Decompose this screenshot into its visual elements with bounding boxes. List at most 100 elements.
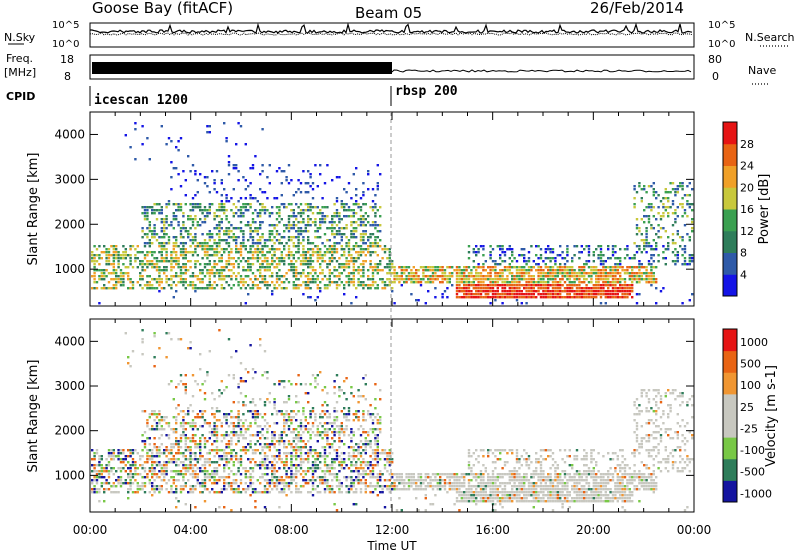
heatmap-cell [568, 287, 571, 290]
heatmap-cell [376, 287, 379, 290]
heatmap-cell [225, 386, 228, 389]
heatmap-cell [326, 470, 329, 473]
heatmap-cell [587, 293, 591, 296]
heatmap-cell [266, 422, 269, 425]
heatmap-cell [105, 254, 108, 257]
heatmap-cell [496, 278, 499, 281]
heatmap-cell [194, 446, 197, 449]
heatmap-cell [527, 293, 531, 296]
heatmap-cell [319, 263, 322, 266]
heatmap-cell [621, 296, 624, 299]
heatmap-cell [491, 266, 495, 269]
heatmap-cell [160, 488, 163, 491]
heatmap-cell [211, 470, 214, 473]
heatmap-cell [275, 470, 279, 473]
heatmap-cell [191, 251, 195, 254]
heatmap-cell [355, 296, 358, 299]
heatmap-cell [304, 452, 307, 455]
heatmap-cell [311, 425, 315, 428]
heatmap-cell [359, 236, 363, 239]
heatmap-cell [273, 434, 276, 437]
heatmap-cell [170, 491, 173, 494]
heatmap-cell [343, 416, 346, 419]
heatmap-cell [249, 224, 252, 227]
heatmap-cell [297, 425, 300, 428]
heatmap-cell [551, 272, 555, 275]
heatmap-cell [259, 461, 262, 464]
heatmap-cell [201, 269, 204, 272]
heatmap-cell [455, 290, 459, 293]
heatmap-cell [299, 491, 303, 494]
heatmap-cell [578, 293, 581, 296]
heatmap-cell [158, 278, 161, 281]
heatmap-cell [587, 245, 591, 248]
heatmap-cell [681, 215, 684, 218]
heatmap-cell [148, 482, 151, 485]
heatmap-cell [259, 443, 262, 446]
heatmap-cell [501, 245, 504, 248]
heatmap-cell [429, 281, 432, 284]
heatmap-cell [268, 266, 271, 269]
heatmap-cell [201, 257, 204, 260]
heatmap-cell [165, 203, 168, 206]
heatmap-cell [184, 467, 187, 470]
heatmap-cell [357, 470, 360, 473]
heatmap-cell [307, 401, 310, 404]
heatmap-cell [470, 275, 473, 278]
heatmap-cell [506, 278, 509, 281]
heatmap-cell [352, 458, 355, 461]
heatmap-cell [357, 389, 360, 392]
heatmap-cell [544, 284, 547, 287]
heatmap-cell [153, 224, 156, 227]
heatmap-cell [251, 488, 255, 491]
heatmap-cell [263, 461, 267, 464]
heatmap-cell [367, 431, 370, 434]
heatmap-cell [597, 257, 600, 260]
heatmap-cell [189, 203, 192, 206]
heatmap-cell [352, 278, 355, 281]
heatmap-cell [599, 296, 603, 299]
heatmap-cell [323, 182, 327, 185]
heatmap-cell [261, 203, 264, 206]
heatmap-cell [249, 197, 252, 200]
heatmap-cell [645, 239, 648, 242]
heatmap-cell [335, 452, 339, 455]
heatmap-cell [515, 281, 519, 284]
heatmap-cell [352, 221, 355, 224]
heatmap-cell [290, 215, 293, 218]
heatmap-cell [199, 242, 202, 245]
heatmap-cell [323, 413, 327, 416]
heatmap-cell [259, 263, 262, 266]
heatmap-cell [129, 482, 132, 485]
heatmap-cell [362, 443, 365, 446]
heatmap-cell [676, 191, 679, 194]
heatmap-cell [640, 275, 643, 278]
heatmap-cell [364, 449, 367, 452]
heatmap-cell [362, 431, 365, 434]
heatmap-cell [292, 194, 295, 197]
heatmap-cell [175, 440, 178, 443]
heatmap-cell [119, 275, 123, 278]
heatmap-cell [513, 293, 516, 296]
heatmap-cell [208, 284, 211, 287]
heatmap-cell [355, 257, 358, 260]
colorbar-tick-label: 8 [740, 247, 747, 260]
heatmap-cell [220, 218, 223, 221]
heatmap-cell [429, 278, 432, 281]
heatmap-cell [153, 236, 156, 239]
heatmap-cell [626, 272, 629, 275]
heatmap-cell [268, 284, 271, 287]
heatmap-cell [323, 386, 327, 389]
heatmap-cell [199, 173, 202, 176]
heatmap-cell [647, 185, 651, 188]
heatmap-cell [295, 278, 298, 281]
heatmap-cell [307, 479, 310, 482]
heatmap-cell [247, 269, 250, 272]
heatmap-cell [352, 434, 355, 437]
heatmap-cell [350, 230, 353, 233]
heatmap-cell [117, 449, 120, 452]
heatmap-cell [163, 473, 166, 476]
heatmap-cell [537, 275, 540, 278]
heatmap-cell [386, 284, 389, 287]
heatmap-cell [242, 236, 245, 239]
